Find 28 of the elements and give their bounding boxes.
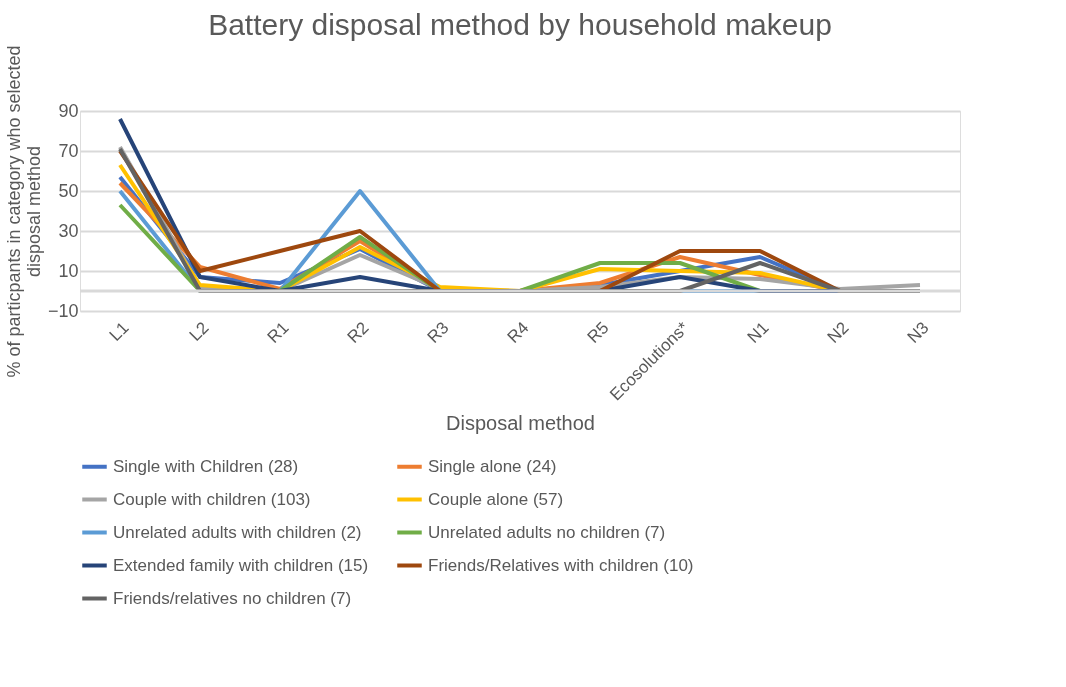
x-tick-label: L1 (105, 318, 133, 345)
y-tick-label: 10 (58, 260, 79, 281)
x-tick-label: L2 (185, 318, 213, 345)
y-tick-label: −10 (47, 300, 79, 321)
legend-label: Single with Children (28) (113, 456, 299, 476)
legend-label: Extended family with children (15) (113, 555, 369, 575)
y-tick-label: 30 (58, 220, 79, 241)
x-tick-label: R2 (343, 318, 373, 347)
x-tick-label: N3 (903, 318, 933, 347)
legend-label: Unrelated adults with children (2) (113, 522, 362, 542)
y-tick-label: 70 (58, 140, 79, 161)
legend-label: Couple with children (103) (113, 489, 311, 509)
x-tick-label: N1 (743, 318, 773, 347)
y-tick-label: 50 (58, 180, 79, 201)
y-tick-label: 90 (58, 100, 79, 121)
legend-label: Friends/relatives no children (7) (113, 588, 352, 608)
legend-label: Unrelated adults no children (7) (428, 522, 666, 542)
legend-label: Friends/Relatives with children (10) (428, 555, 694, 575)
x-tick-label: R5 (583, 318, 613, 347)
x-axis-title: Disposal method (446, 411, 595, 434)
x-tick-label: R3 (423, 318, 453, 347)
chart-title: Battery disposal method by household makeup (208, 7, 832, 41)
x-tick-label: R4 (503, 318, 533, 347)
y-axis-title: % of particpants in category who selected disposal method (3, 45, 44, 378)
legend-label: Single alone (24) (428, 456, 557, 476)
x-tick-label: N2 (823, 318, 853, 347)
legend-label: Couple alone (57) (428, 489, 564, 509)
x-tick-label: R1 (263, 318, 293, 347)
